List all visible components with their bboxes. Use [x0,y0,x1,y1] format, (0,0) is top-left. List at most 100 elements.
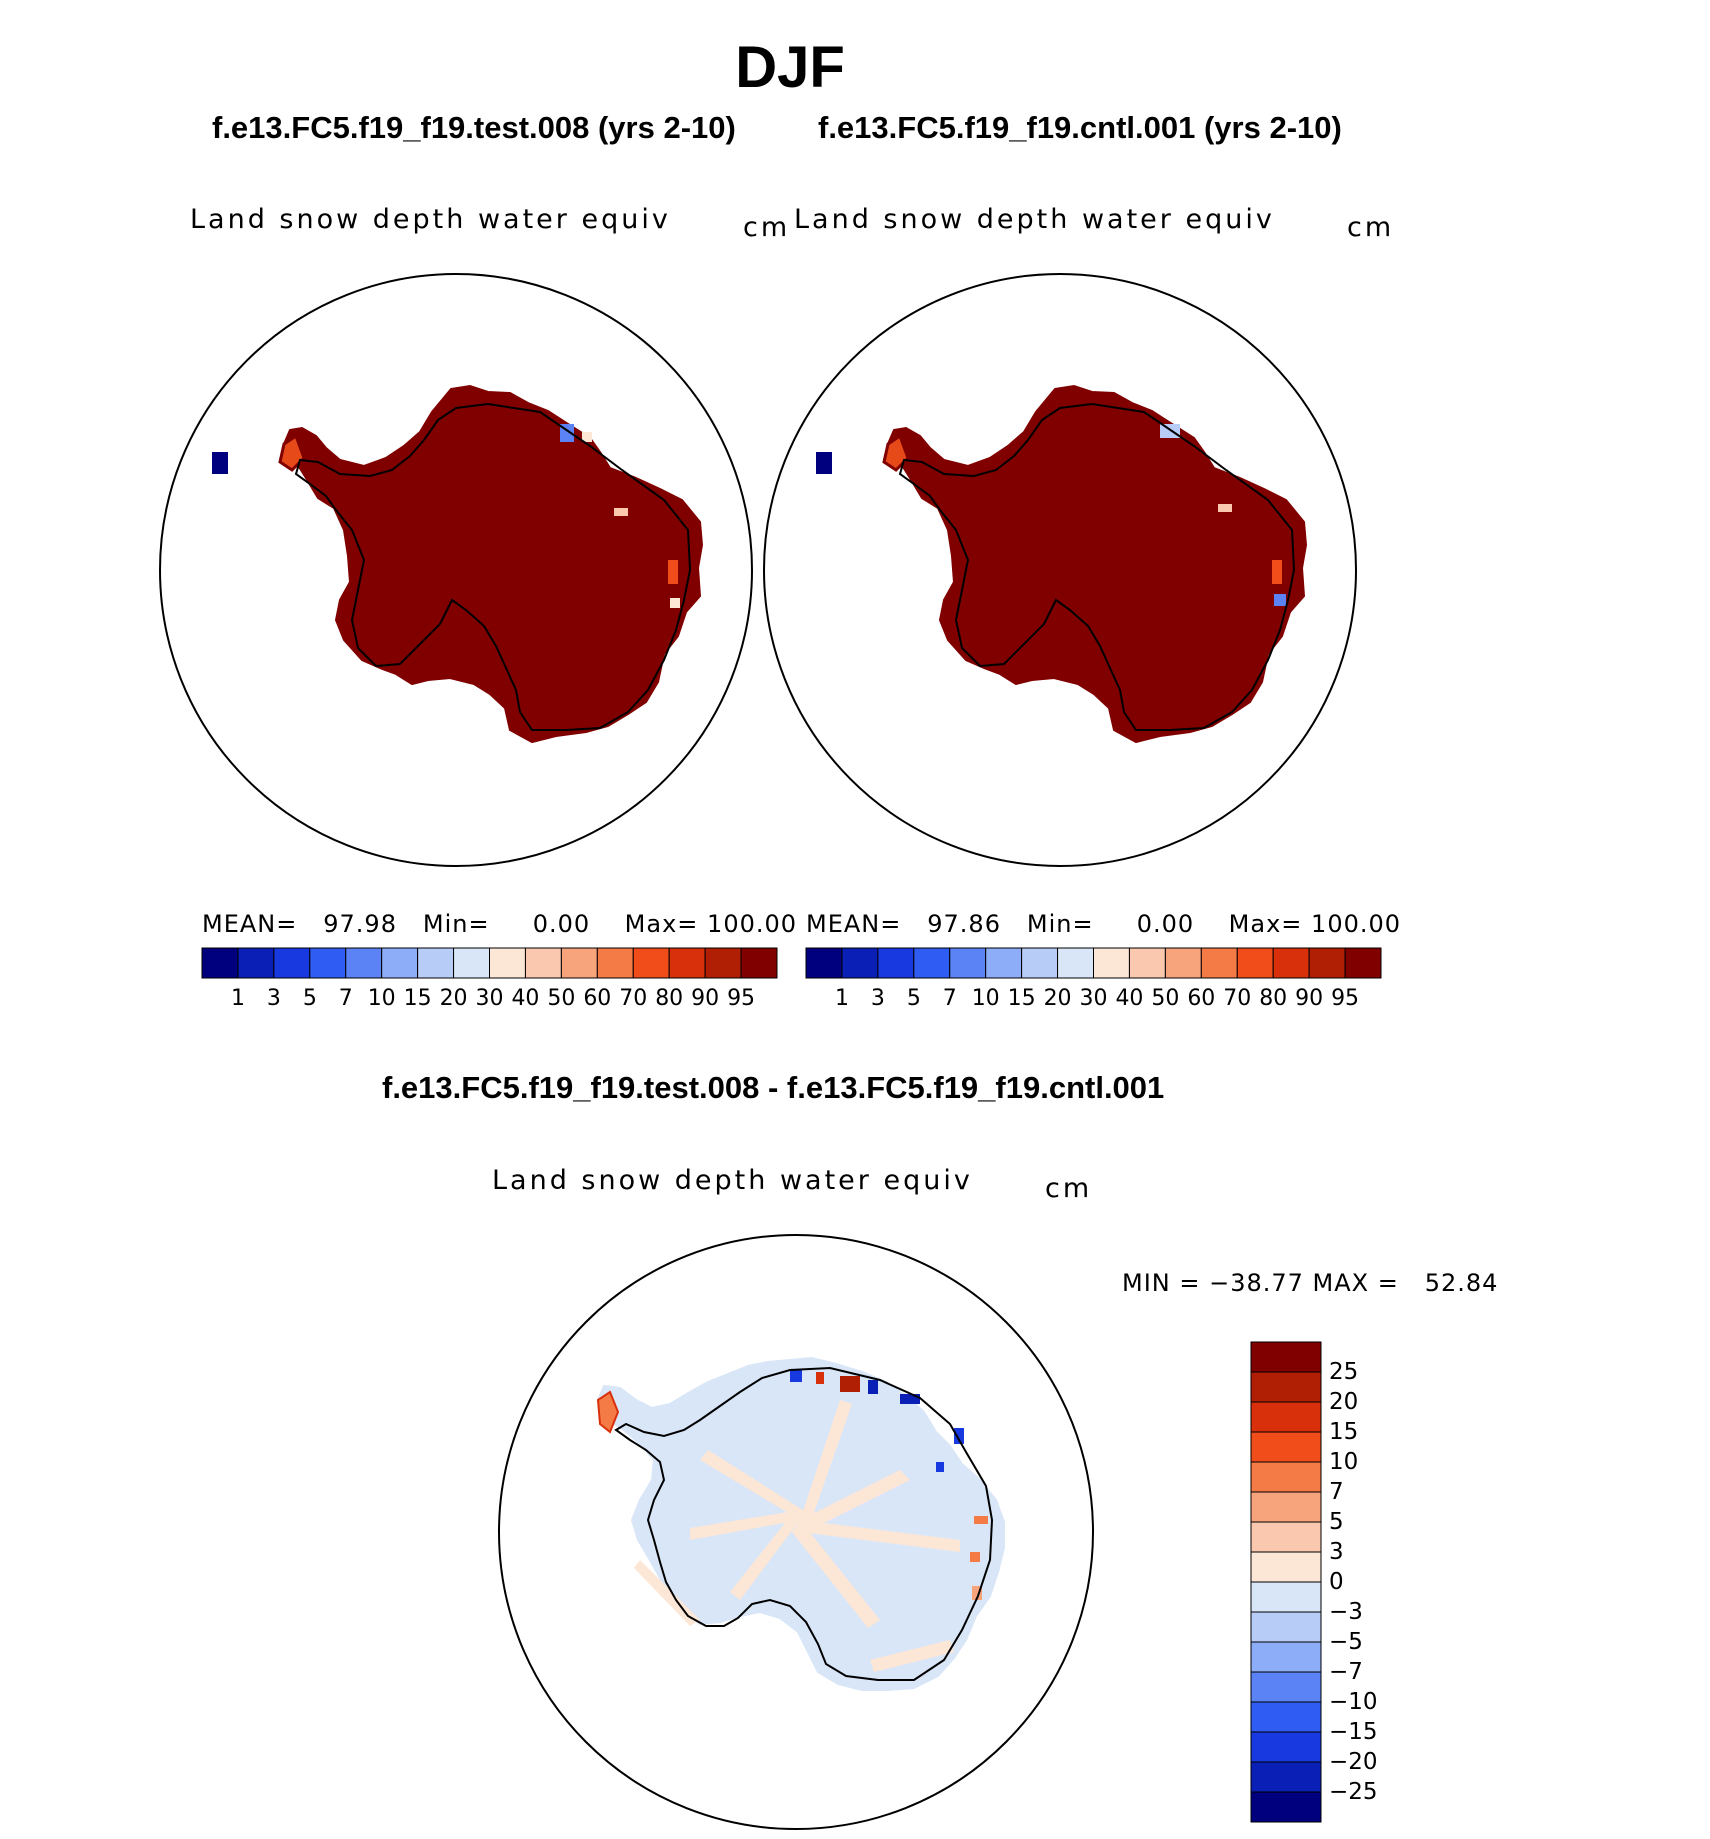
diff-coast-orange-3 [972,1586,982,1600]
panel-1-mean-label: MEAN= [202,910,298,938]
panel-2-coast-white-1 [1218,504,1232,512]
diff-colorbar-box [1250,1431,1322,1463]
panel-1-colorbar-tick-label: 95 [727,986,756,1011]
diff-colorbar-box [1250,1521,1322,1553]
diff-colorbar-tick-label: −15 [1329,1719,1378,1745]
diff-colorbar-box [1250,1731,1322,1763]
panel-2-colorbar-tick-label: 70 [1223,986,1252,1011]
diff-units: cm [1045,1173,1093,1204]
panel-1-mean-value: 97.98 [323,910,397,938]
panel-2-colorbar-tick-label: 1 [834,986,849,1011]
panel-1-colorbar-box [489,947,526,979]
diff-colorbar-box [1250,1611,1322,1643]
panel-1-case-title: f.e13.FC5.f19_f19.test.008 (yrs 2-10) [212,110,736,145]
panel-1-colorbar-tick-label: 70 [619,986,648,1011]
panel-1-coastline [294,402,692,731]
panel-2-map [764,274,1356,866]
panel-1-min-label: Min= [422,910,490,938]
panel-1-colorbar-tick-label: 1 [230,986,245,1011]
diff-coast-orange-2 [970,1552,980,1562]
panel-1-colorbar-box [381,947,419,979]
diff-colorbar-box [1250,1401,1322,1433]
panel-2-colorbar [805,947,1382,979]
panel-2-colorbar-box [1128,947,1166,979]
diff-coast-blue-1 [790,1370,802,1382]
panel-1-map [160,274,752,866]
diff-coast-orange-1 [974,1516,988,1524]
diff-variable: Land snow depth water equiv [492,1165,973,1196]
panel-1-colorbar-box [345,947,383,979]
panel-2-colorbar-box [1272,947,1310,979]
diff-colorbar [1250,1341,1322,1823]
panel-2-colorbar-box [949,947,987,979]
diff-coast-blue-4 [954,1428,964,1444]
panel-1-max-label: Max= [624,910,699,938]
diff-colorbar-box [1250,1371,1322,1403]
diff-colorbar-tick-label: −5 [1329,1629,1363,1655]
panel-1-colorbar-tick-label: 10 [367,986,396,1011]
panel-1-colorbar-box [273,947,311,979]
diff-coast-blue-5 [936,1462,944,1472]
panel-1-colorbar-tick-label: 40 [511,986,540,1011]
panel-1-colorbar-tick-label: 80 [655,986,684,1011]
panel-1-colorbar-box [237,947,275,979]
panel-1-colorbar-tick-label: 7 [338,986,353,1011]
diff-colorbar-box [1250,1551,1322,1583]
panel-1-colorbar-tick-label: 30 [475,986,504,1011]
diff-colorbar-tick-label: −3 [1329,1599,1363,1625]
diff-colorbar-tick-label: 5 [1329,1509,1344,1535]
panel-1-colorbar-box [740,947,778,979]
panel-1-colorbar-tick-label: 20 [439,986,468,1011]
panel-2-colorbar-box [841,947,879,979]
panel-2-coastline [898,402,1296,731]
panel-2-colorbar-box [1021,947,1059,979]
diff-colorbar-tick-label: −20 [1329,1749,1378,1775]
panel-1-colorbar-box [201,947,239,979]
panel-1-colorbar [201,947,778,979]
diff-min-max: MIN = −38.77 MAX = 52.84 [1122,1269,1499,1297]
panel-1-colorbar-tick-label: 5 [302,986,317,1011]
diff-colorbar-tick-label: 10 [1329,1449,1359,1475]
panel-1-colorbar-tick-label: 3 [266,986,281,1011]
diff-coast-red-1 [840,1376,860,1392]
panel-1-colorbar-box [524,947,562,979]
diff-positive-streaks [634,1400,960,1672]
panel-2-colorbar-tick-label: 40 [1115,986,1144,1011]
panel-2-coast-blue-1 [1160,424,1180,438]
panel-2-colorbar-tick-label: 30 [1079,986,1108,1011]
panel-2-colorbar-tick-label: 95 [1331,986,1360,1011]
panel-2-units: cm [1347,212,1395,243]
panel-2-max-label: Max= [1228,910,1303,938]
panel-2-colorbar-box [1200,947,1238,979]
panel-2-colorbar-tick-label: 20 [1043,986,1072,1011]
diff-colorbar-tick-label: 15 [1329,1419,1359,1445]
panel-1-colorbar-box [453,947,490,979]
panel-2-island-dark [816,452,832,474]
panel-1-colorbar-box [632,947,670,979]
panel-2-colorbar-tick-label: 90 [1295,986,1324,1011]
panel-1-colorbar-box [704,947,742,979]
diff-colorbar-tick-label: −25 [1329,1779,1378,1805]
panel-2-colorbar-tick-label: 5 [906,986,921,1011]
panel-1-island-dark [212,452,228,474]
panel-1-max-value: 100.00 [707,910,798,938]
panel-2-colorbar-box [805,947,843,979]
diff-coast-blue-3 [900,1394,920,1404]
diff-colorbar-box [1250,1761,1322,1793]
panel-2-colorbar-box [877,947,915,979]
panel-1-colorbar-box [560,947,598,979]
panel-2-min-label: Min= [1026,910,1094,938]
panel-2-colorbar-tick-label: 60 [1187,986,1216,1011]
diff-colorbar-box [1250,1791,1322,1823]
panel-1-colorbar-box [596,947,634,979]
diff-colorbar-box [1250,1641,1322,1673]
panel-2-colorbar-box [985,947,1023,979]
panel-1-coast-white-3 [614,508,628,516]
panel-1-colorbar-box [417,947,455,979]
season-title: DJF [735,35,845,100]
panel-1-colorbar-tick-label: 60 [583,986,612,1011]
panel-1-map-border [159,273,753,867]
diff-colorbar-box [1250,1701,1322,1733]
diff-colorbar-box [1250,1671,1322,1703]
diff-colorbar-box [1250,1341,1322,1373]
